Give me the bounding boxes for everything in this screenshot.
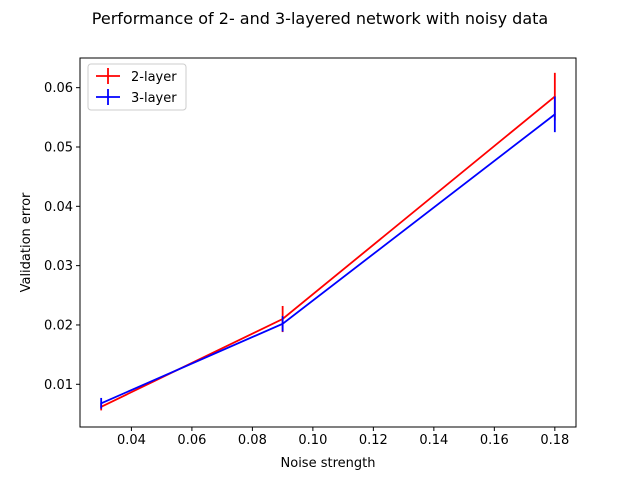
y-axis-label: Validation error [19, 192, 34, 292]
x-tick-label: 0.10 [298, 433, 327, 448]
y-tick-label: 0.04 [44, 200, 73, 215]
legend-label-3-layer: 3-layer [131, 91, 177, 106]
y-tick-label: 0.05 [44, 140, 73, 155]
legend-label-2-layer: 2-layer [131, 70, 177, 85]
plot-area [79, 57, 577, 428]
data-point-3-layer [281, 322, 284, 325]
x-tick-label: 0.06 [177, 433, 206, 448]
y-tick-label: 0.02 [44, 318, 73, 333]
axis-ticks: 0.04 0.06 0.08 0.10 0.12 0.14 0.16 0.18 0.01 0.02… [44, 81, 569, 448]
y-tick-label: 0.03 [44, 259, 73, 274]
x-tick-label: 0.18 [540, 433, 569, 448]
legend: 2-layer 3-layer [87, 63, 187, 111]
x-tick-label: 0.08 [238, 433, 267, 448]
chart-title: Performance of 2- and 3-layered network … [92, 9, 548, 28]
y-tick-label: 0.06 [44, 81, 73, 96]
series-lines [100, 72, 556, 411]
x-tick-label: 0.14 [419, 433, 448, 448]
data-point-3-layer [553, 113, 556, 116]
x-tick-label: 0.04 [117, 433, 146, 448]
x-axis-label: Noise strength [281, 456, 376, 471]
data-point-3-layer [100, 402, 103, 405]
x-tick-label: 0.16 [480, 433, 509, 448]
y-tick-label: 0.01 [44, 378, 73, 393]
x-tick-label: 0.12 [359, 433, 388, 448]
